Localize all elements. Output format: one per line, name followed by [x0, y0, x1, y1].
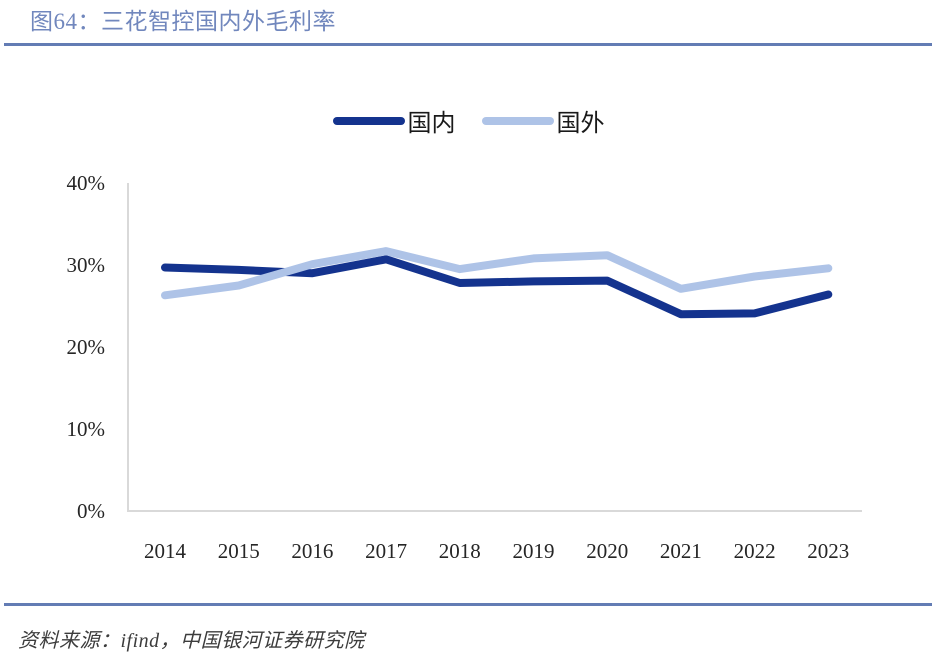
- y-tick-label: 10%: [66, 417, 106, 441]
- legend-swatch-domestic-icon: [332, 116, 405, 125]
- source-note: 资料来源：ifind，中国银河证券研究院: [18, 630, 365, 652]
- chart-axes: [127, 183, 862, 512]
- x-tick-label: 2014: [144, 539, 186, 563]
- x-tick-label: 2019: [512, 539, 555, 563]
- x-tick-label: 2022: [733, 539, 776, 563]
- legend-label-domestic: 国内: [407, 111, 456, 137]
- x-tick-label: 2015: [217, 539, 260, 563]
- legend-swatch-foreign-icon: [481, 116, 554, 125]
- legend-item-domestic: 国内: [332, 103, 456, 138]
- x-tick-label: 2020: [586, 539, 629, 563]
- figure-title: 图64：三花智控国内外毛利率: [30, 9, 336, 34]
- y-tick-label: 20%: [66, 335, 106, 359]
- chart-legend: 国内 国外: [0, 103, 937, 138]
- title-divider: [4, 43, 932, 46]
- y-tick-label: 30%: [66, 253, 106, 277]
- x-tick-label: 2021: [659, 539, 702, 563]
- line-chart: [127, 183, 862, 512]
- series-line-foreign: [161, 247, 833, 300]
- y-tick-label: 40%: [66, 171, 106, 195]
- x-tick-label: 2017: [365, 539, 408, 563]
- legend-label-foreign: 国外: [556, 111, 605, 137]
- legend-item-foreign: 国外: [481, 103, 605, 138]
- x-tick-label: 2018: [438, 539, 481, 563]
- x-tick-label: 2016: [291, 539, 334, 563]
- footer-divider: [4, 603, 932, 606]
- x-tick-label: 2023: [807, 539, 850, 563]
- y-tick-label: 0%: [77, 499, 105, 523]
